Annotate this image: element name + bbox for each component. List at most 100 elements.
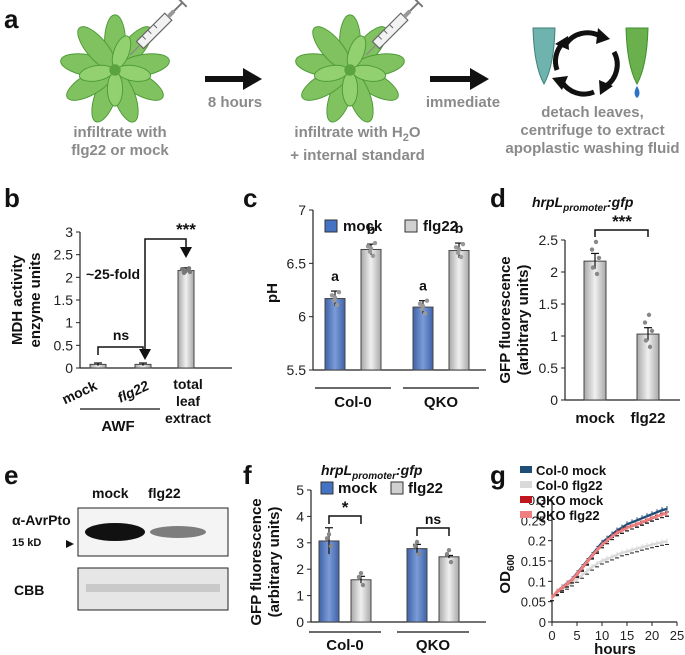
panel-b-group-label: AWF <box>101 418 134 435</box>
panel-b-label: b <box>4 183 20 213</box>
panel-c-dot <box>334 302 340 308</box>
panel-g-legend-swatch <box>520 496 532 503</box>
syringe-icon-1 <box>124 0 188 61</box>
panel-d-y-label: GFP fluorescence <box>497 256 514 383</box>
panel-c-dot <box>422 311 428 316</box>
panel-c-label: c <box>243 183 258 213</box>
panel-f-bar <box>406 548 428 623</box>
panel-c-x-tick-label: Col-0 <box>334 394 372 411</box>
panel-b-x-tick-label: mock <box>59 377 99 407</box>
blot-band-flg22 <box>150 526 206 538</box>
panel-d-y-tick-label: 2.5 <box>539 232 559 248</box>
panel-d-dot <box>643 338 649 343</box>
panel-f-dot <box>414 539 420 545</box>
panel-g-y-tick-label: 0.05 <box>521 595 546 610</box>
panel-f-bar <box>438 556 460 623</box>
blot-band-mock <box>85 523 145 541</box>
step3-line2: centrifuge to extract <box>520 122 665 139</box>
panel-c-legend-label: flg22 <box>423 218 458 235</box>
panel-c-legend-swatch <box>404 219 418 233</box>
panel-c-dot <box>456 247 462 252</box>
panel-d-dot <box>642 320 648 325</box>
panel-b-y-tick-label: 1 <box>65 315 73 331</box>
panel-d-title: hrpLpromoter:gfp <box>532 194 634 214</box>
lane-label-flg22: flg22 <box>148 485 181 501</box>
step3-line1: detach leaves, <box>541 104 644 121</box>
panel-d-dot <box>589 247 595 252</box>
antibody-label: α-AvrPto <box>12 512 71 528</box>
panel-c-y-tick-label: 5.5 <box>287 362 307 378</box>
panel-g-legend-swatch <box>520 466 532 473</box>
panel-b-x-tick-label: flg22 <box>115 377 152 405</box>
panel-f-label: f <box>243 460 252 490</box>
panel-d-sig-label: *** <box>612 212 632 231</box>
panel-g-legend-label: Col-0 mock <box>536 463 607 478</box>
panel-f-bar <box>350 579 372 623</box>
panel-d-dot <box>647 344 653 350</box>
panel-f-legend-swatch <box>390 481 404 495</box>
panel-d-y-tick-label: 0 <box>550 392 558 408</box>
panel-g-legend-swatch <box>520 511 532 518</box>
panel-d-bar <box>583 260 607 401</box>
panel-g-y-tick-label: 0.1 <box>528 574 546 589</box>
panel-b-ns-label: ns <box>113 327 130 343</box>
panel-d-label: d <box>490 183 506 213</box>
panel-d-dot <box>596 255 602 261</box>
arrow2-label: immediate <box>425 94 501 111</box>
arrow-down-icon <box>180 247 192 258</box>
panel-d-x-tick-label: flg22 <box>630 410 665 427</box>
lane-label-mock: mock <box>92 485 129 501</box>
panel-g-y-tick-label: 0.15 <box>521 554 546 569</box>
panel-f-dot <box>448 559 454 565</box>
panel-b-y-tick-label: 2.5 <box>54 247 74 263</box>
step2-line2: + internal standard <box>290 147 425 164</box>
panel-c-dot <box>368 246 374 251</box>
panel-b-dot <box>187 269 193 275</box>
panel-f-y-tick-label: 2 <box>296 561 304 577</box>
panel-b-y-tick-label: 0.5 <box>54 337 74 353</box>
panel-b-arrow-line <box>144 238 187 353</box>
panel-c-dot <box>332 295 338 300</box>
panel-g-chart: 00.050.10.150.20.250.30 5 10 15 20 25hoursOD6… <box>497 463 684 655</box>
panel-c-bar <box>412 306 434 371</box>
panel-f-y-tick-label: 0 <box>296 614 304 630</box>
panel-d-y-label: (arbitrary units) <box>515 265 532 376</box>
panel-b-y-tick-label: 3 <box>65 224 73 240</box>
centrifuge-tube-icon <box>625 27 649 98</box>
panel-b-x-tick-label: total <box>173 376 203 392</box>
panel-b-y-label: MDH activity <box>9 254 26 345</box>
panel-d-dot <box>590 265 596 270</box>
panel-f-dot <box>444 551 450 557</box>
marker-label: 15 kD <box>12 537 41 549</box>
arrow-right-icon <box>205 68 262 90</box>
panel-d-y-tick-label: 1 <box>550 328 558 344</box>
panel-c-legend-label: mock <box>343 218 383 235</box>
panel-g-x-tick-label: 25 <box>670 628 684 643</box>
panel-c-dot <box>458 254 464 260</box>
panel-d-dot <box>594 271 600 277</box>
panel-d-y-tick-label: 0.5 <box>539 360 559 376</box>
panel-b-dot <box>179 266 185 272</box>
panel-g-legend-label: Col-0 flg22 <box>536 478 602 493</box>
panel-f-sig-bracket <box>416 527 450 536</box>
panel-g-x-tick-label: 0 <box>548 628 555 643</box>
panel-f-sig-label: ns <box>425 511 442 527</box>
panel-f-dot <box>360 582 366 588</box>
panel-g-legend-label: QKO flg22 <box>536 508 600 523</box>
panel-f-dot <box>412 543 418 549</box>
syringe-icon-2 <box>360 0 424 61</box>
step1-line1: infiltrate with <box>73 124 167 141</box>
panel-d-bar <box>636 333 660 401</box>
panel-d-dot <box>646 312 652 318</box>
stain-label: CBB <box>14 582 44 598</box>
panel-c-dot <box>460 241 466 247</box>
step1-line2: flg22 or mock <box>71 142 169 159</box>
panel-f-x-tick-label: QKO <box>416 637 451 654</box>
arrow-right-icon <box>430 68 489 90</box>
panel-b-x-tick-label: leaf <box>176 393 200 409</box>
panel-c-dot <box>420 303 426 309</box>
panel-f-y-tick-label: 4 <box>296 508 304 524</box>
step3-line3: apoplastic washing fluid <box>505 140 680 157</box>
panel-b-y-tick-label: 1.5 <box>54 292 74 308</box>
panel-f-y-tick-label: 5 <box>296 482 304 498</box>
